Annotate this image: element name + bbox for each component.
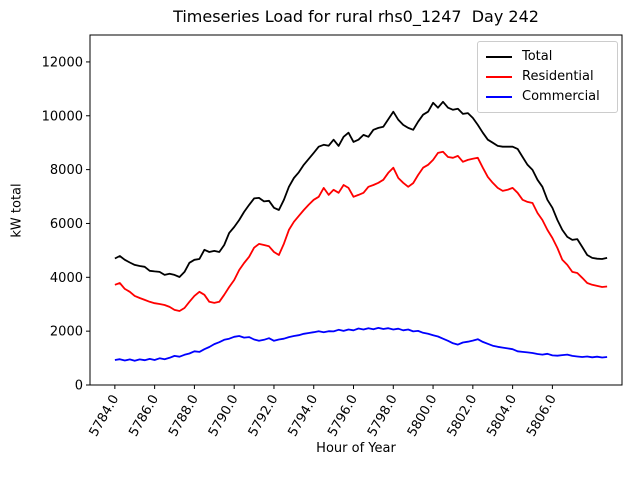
y-tick-label: 0 — [75, 379, 83, 394]
x-tick-label: 5792.0 — [246, 393, 282, 440]
legend-label: Total — [522, 49, 553, 64]
x-tick-label: 5802.0 — [445, 393, 481, 440]
x-tick-label: 5798.0 — [365, 393, 401, 440]
y-axis-label: kW total — [9, 183, 25, 238]
series-line-commercial — [114, 326, 608, 362]
y-tick-label: 4000 — [50, 271, 83, 286]
y-tick-label: 12000 — [42, 55, 83, 70]
chart-title: Timeseries Load for rural rhs0_1247 Day … — [173, 7, 539, 26]
x-tick-label: 5806.0 — [524, 393, 560, 440]
plot-border — [89, 34, 623, 386]
x-tick-label: 5790.0 — [206, 393, 242, 440]
x-tick-label: 5796.0 — [325, 393, 361, 440]
x-tick-label: 5800.0 — [405, 393, 441, 440]
x-axis-label: Hour of Year — [316, 441, 396, 456]
y-tick-label: 6000 — [50, 217, 83, 232]
legend-label: Residential — [522, 69, 594, 84]
legend-line-sample — [486, 96, 512, 98]
legend-entry-commercial: Commercial — [486, 87, 609, 107]
y-tick-label: 8000 — [50, 163, 83, 178]
legend: Total Residential Commercial — [477, 41, 618, 113]
x-tick-label: 5788.0 — [166, 393, 202, 440]
legend-entry-residential: Residential — [486, 67, 609, 87]
x-tick-label: 5786.0 — [126, 393, 162, 440]
x-tick-label: 5784.0 — [87, 393, 123, 440]
x-tick-label: 5804.0 — [484, 393, 520, 440]
legend-line-sample — [486, 76, 512, 78]
x-tick-label: 5794.0 — [285, 393, 321, 440]
legend-label: Commercial — [522, 89, 600, 104]
legend-entry-total: Total — [486, 47, 609, 67]
series-line-total — [114, 100, 608, 278]
y-tick-label: 10000 — [42, 109, 83, 124]
series-line-residential — [114, 150, 608, 312]
y-tick-label: 2000 — [50, 325, 83, 340]
legend-line-sample — [486, 56, 512, 58]
